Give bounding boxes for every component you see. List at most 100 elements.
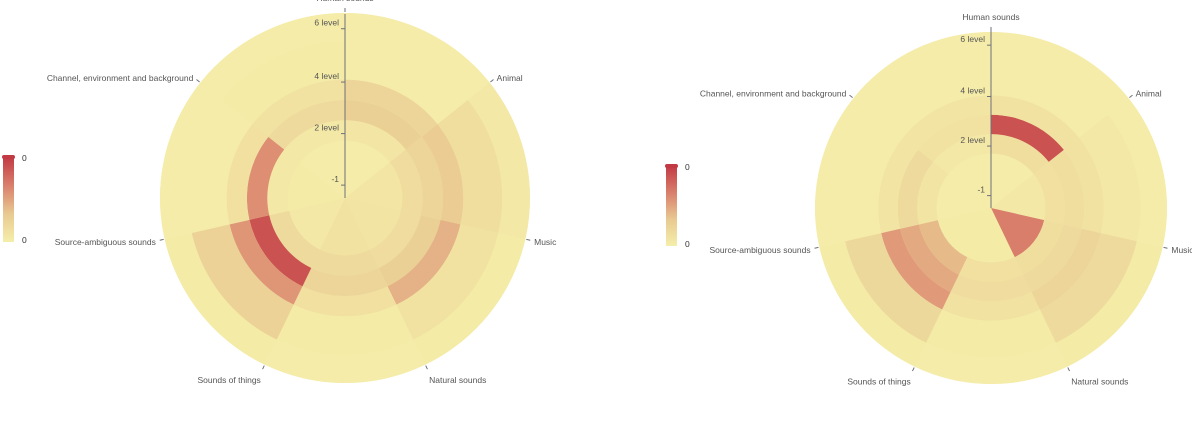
heatmap-cell-human-sounds-ring-0: [991, 153, 1034, 208]
heatmap-cell-human-sounds-ring-5: [991, 32, 1129, 115]
heatmap-cell-natural-sounds-ring-3: [942, 292, 1040, 321]
angle-tick: [159, 238, 164, 241]
heatmap-cell-animal-ring-5: [1107, 98, 1167, 248]
legend-max-label: 0: [22, 153, 27, 163]
angle-tick: [526, 238, 531, 241]
heatmap-cell-channel-environment-and-background-ring-2: [918, 114, 991, 162]
heatmap-cell-channel-environment-and-background-ring-2: [268, 99, 345, 150]
heatmap-cell-natural-sounds-ring-2: [302, 268, 388, 297]
heatmap-cell-human-sounds-ring-2: [345, 99, 422, 150]
heatmap-cell-source-ambiguous-sounds-ring-1: [917, 161, 949, 225]
heatmap-cell-channel-environment-and-background-ring-1: [284, 120, 345, 163]
angle-tick: [262, 365, 265, 370]
heatmap-cell-channel-environment-and-background-ring-0: [948, 153, 991, 208]
heatmap-cell-music-ring-1: [369, 210, 421, 269]
heatmap-cell-sounds-of-things-ring-1: [918, 220, 968, 275]
heatmap-cell-source-ambiguous-sounds-ring-2: [246, 136, 285, 220]
heatmap-cell-natural-sounds-ring-1: [958, 257, 1024, 282]
heatmap-cell-music-ring-2: [378, 215, 441, 287]
angle-label-natural-sounds: Natural sounds: [1071, 377, 1128, 387]
heatmap-cell-sounds-of-things-ring-4: [845, 233, 943, 343]
heatmap-cell-sounds-of-things-ring-3: [229, 219, 303, 305]
legend-min-label: 0: [22, 235, 27, 245]
radius-tick-label: -1: [977, 185, 985, 195]
heatmap-cell-human-sounds-ring-5: [345, 13, 490, 100]
radius-tick-label: 4 level: [314, 71, 339, 81]
angle-label-natural-sounds: Natural sounds: [429, 375, 486, 385]
heatmap-cell-music-ring-5: [413, 232, 526, 365]
legend-handle: [665, 164, 678, 168]
angle-tick: [1163, 246, 1168, 249]
angle-label-animal: Animal: [1136, 89, 1162, 99]
heatmap-cell-music-ring-1: [1014, 220, 1064, 275]
heatmap-cell-channel-environment-and-background-ring-4: [222, 40, 345, 125]
polar-chart-2: Human sounds Animal Music Natural sounds Sou…: [665, 12, 1192, 387]
heatmap-cell-music-ring-4: [1039, 233, 1137, 343]
heatmap-cell-animal-ring-0: [991, 173, 1046, 221]
heatmap-cell-human-sounds-ring-4: [345, 40, 468, 125]
angle-tick: [814, 246, 819, 249]
angle-label-music: Music: [534, 237, 557, 247]
angle-label-music: Music: [1171, 245, 1192, 255]
heatmap-cell-animal-ring-0: [345, 162, 403, 211]
heatmap-cell-natural-sounds-ring-1: [311, 249, 379, 276]
heatmap-cell-channel-environment-and-background-ring-4: [874, 58, 991, 138]
heatmap-cell-sounds-of-things-ring-3: [881, 228, 951, 310]
angle-label-channel-environment-and-background: Channel, environment and background: [700, 89, 847, 99]
heatmap-cell-human-sounds-ring-3: [991, 95, 1080, 150]
heatmap-cell-channel-environment-and-background-ring-3: [902, 95, 991, 150]
heatmap-cell-animal-ring-2: [1048, 149, 1085, 229]
angle-label-sounds-of-things: Sounds of things: [197, 375, 260, 385]
heatmap-cell-animal-ring-4: [1079, 114, 1141, 242]
heatmap-cell-animal-ring-5: [467, 82, 530, 240]
radius-tick-label: 6 level: [960, 34, 985, 44]
heatmap-cell-channel-environment-and-background-ring-1: [933, 134, 991, 174]
heatmap-cell-music-ring-3: [387, 219, 461, 305]
heatmap-cell-source-ambiguous-sounds-ring-0: [936, 173, 991, 221]
heatmap-cell-music-ring-0: [991, 208, 1045, 258]
heatmap-cell-music-ring-4: [396, 224, 499, 340]
angle-tick: [425, 365, 428, 370]
heatmap-cell-source-ambiguous-sounds-ring-1: [267, 149, 301, 216]
angle-label-source-ambiguous-sounds: Source-ambiguous sounds: [55, 237, 156, 247]
radius-tick-label: 2 level: [314, 123, 339, 133]
heatmap-cell-source-ambiguous-sounds-ring-2: [897, 149, 934, 229]
heatmap-cell-sounds-of-things-ring-0: [937, 208, 991, 258]
angle-label-animal: Animal: [497, 73, 523, 83]
angle-tick: [196, 79, 200, 83]
heatmap-cell-sounds-of-things-ring-1: [269, 210, 321, 269]
angle-label-human-sounds: Human sounds: [316, 0, 373, 3]
heatmap-cell-sounds-of-things-ring-5: [819, 241, 927, 367]
heatmap-cell-natural-sounds-ring-0: [320, 198, 370, 256]
heatmap-cell-human-sounds-ring-1: [991, 134, 1049, 174]
heatmap-cell-music-ring-2: [1023, 224, 1082, 293]
heatmap-cell-natural-sounds-ring-2: [950, 274, 1032, 302]
heatmap-cell-natural-sounds-ring-3: [293, 286, 397, 317]
heatmap-cell-sounds-of-things-ring-0: [289, 198, 345, 250]
heatmap-cell-animal-ring-1: [1033, 161, 1065, 225]
heatmap-cell-animal-ring-3: [1063, 137, 1104, 234]
heatmap-cell-channel-environment-and-background-ring-0: [300, 140, 345, 198]
legend-max-label: 0: [685, 162, 690, 172]
heatmap-cell-human-sounds-ring-0: [345, 140, 390, 198]
legend-handle: [2, 155, 15, 159]
heatmap-cell-human-sounds-ring-1: [345, 120, 406, 163]
heatmap-cell-natural-sounds-ring-5: [914, 342, 1068, 384]
legend-color-bar: [3, 157, 14, 242]
angle-label-source-ambiguous-sounds: Source-ambiguous sounds: [710, 245, 811, 255]
heatmap-cell-source-ambiguous-sounds-ring-5: [815, 98, 875, 248]
heatmap-cell-sounds-of-things-ring-2: [900, 224, 959, 293]
heatmap-cell-human-sounds-ring-3: [345, 79, 438, 137]
heatmap-cell-sounds-of-things-ring-2: [249, 215, 312, 287]
angle-tick: [1129, 94, 1133, 99]
visual-map-legend: 00: [665, 162, 690, 249]
heatmap-cell-natural-sounds-ring-4: [926, 309, 1056, 358]
heatmap-cell-channel-environment-and-background-ring-5: [200, 13, 345, 100]
heatmap-cell-natural-sounds-ring-0: [967, 208, 1015, 263]
heatmap-cell-animal-ring-3: [421, 124, 464, 225]
radius-tick-label: -1: [331, 174, 339, 184]
angle-label-human-sounds: Human sounds: [962, 12, 1019, 22]
heatmap-cell-natural-sounds-ring-4: [276, 304, 414, 356]
heatmap-cell-music-ring-0: [345, 198, 401, 250]
